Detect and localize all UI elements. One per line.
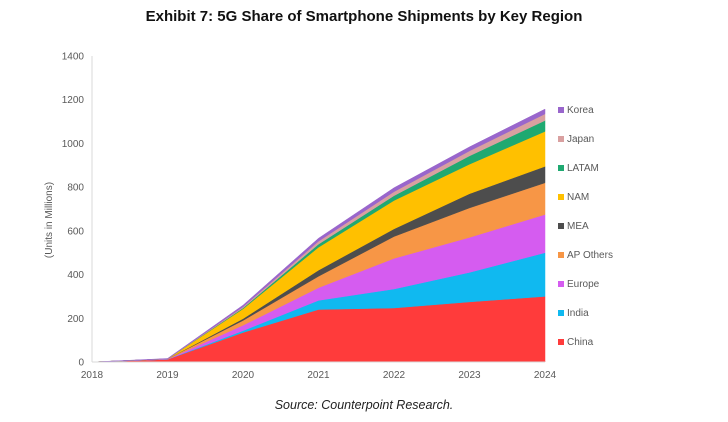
legend-item-nam: NAM — [558, 192, 589, 203]
chart-title: Exhibit 7: 5G Share of Smartphone Shipme… — [145, 8, 583, 25]
legend-swatch — [558, 194, 564, 200]
x-tick-label: 2018 — [81, 370, 104, 381]
legend-label: MEA — [567, 221, 589, 232]
x-tick-label: 2022 — [383, 370, 406, 381]
legend-label: Europe — [567, 279, 600, 290]
legend-item-korea: Korea — [558, 105, 594, 116]
source-note: Source: Counterpoint Research. — [274, 398, 454, 412]
legend-label: Korea — [567, 105, 594, 116]
y-tick-label: 200 — [67, 314, 84, 325]
legend-swatch — [558, 339, 564, 345]
legend-item-latam: LATAM — [558, 163, 599, 174]
legend-item-ap-others: AP Others — [558, 250, 613, 261]
area-korea — [91, 108, 546, 363]
y-tick-label: 0 — [78, 358, 84, 369]
y-tick-label: 1200 — [62, 95, 85, 106]
legend-item-mea: MEA — [558, 221, 589, 232]
axes-layer: 0 200 400 600 800 1000 1200 1400 2018 2019 2020 202… — [62, 52, 557, 382]
x-tick-label: 2023 — [458, 370, 481, 381]
legend-swatch — [558, 252, 564, 258]
y-tick-label: 400 — [67, 270, 84, 281]
legend-swatch — [558, 223, 564, 229]
x-tick-label: 2021 — [307, 370, 330, 381]
legend: Korea Japan LATAM NAM MEA AP Others Europe Indi… — [558, 105, 613, 348]
y-tick-label: 1400 — [62, 52, 85, 63]
legend-item-china: China — [558, 337, 594, 348]
legend-item-europe: Europe — [558, 279, 600, 290]
legend-label: AP Others — [567, 250, 613, 261]
x-tick-label: 2019 — [156, 370, 179, 381]
y-tick-label: 800 — [67, 183, 84, 194]
y-axis-label: (Units in Millions) — [44, 182, 55, 258]
legend-item-india: India — [558, 308, 589, 319]
y-tick-label: 600 — [67, 226, 84, 237]
legend-swatch — [558, 165, 564, 171]
y-tick-label: 1000 — [62, 139, 85, 150]
legend-label: China — [567, 337, 594, 348]
legend-label: LATAM — [567, 163, 599, 174]
legend-item-japan: Japan — [558, 134, 594, 145]
legend-label: India — [567, 308, 589, 319]
legend-swatch — [558, 310, 564, 316]
legend-swatch — [558, 107, 564, 113]
legend-swatch — [558, 136, 564, 142]
x-tick-label: 2020 — [232, 370, 255, 381]
area-layer — [91, 108, 546, 363]
x-tick-label: 2024 — [534, 370, 557, 381]
legend-swatch — [558, 281, 564, 287]
legend-label: NAM — [567, 192, 589, 203]
legend-label: Japan — [567, 134, 594, 145]
